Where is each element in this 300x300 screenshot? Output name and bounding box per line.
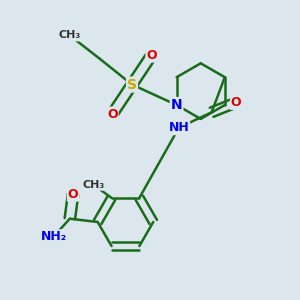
Text: CH₃: CH₃ xyxy=(59,31,81,40)
Text: S: S xyxy=(127,78,137,92)
Text: O: O xyxy=(231,96,242,109)
Text: NH: NH xyxy=(168,121,189,134)
Text: O: O xyxy=(107,107,118,121)
Text: CH₃: CH₃ xyxy=(82,180,105,190)
Text: N: N xyxy=(171,98,182,112)
Text: O: O xyxy=(68,188,78,201)
Text: NH₂: NH₂ xyxy=(40,230,67,243)
Text: O: O xyxy=(146,49,157,62)
